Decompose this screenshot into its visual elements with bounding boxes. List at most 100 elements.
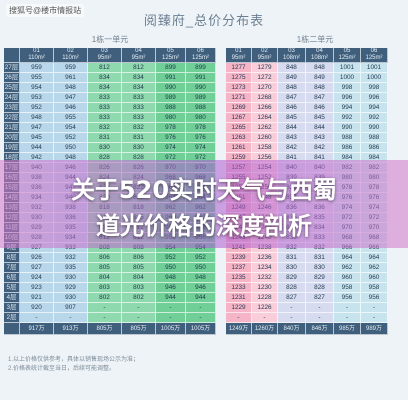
table-row: 1237 1234 830 830 962 962 [226,263,404,273]
price-cell: - [334,303,361,313]
price-cell: 944 [186,293,216,303]
price-cell: 847 [278,93,306,103]
column-header: 05 125m² [334,48,361,63]
price-cell: 992 [361,113,388,123]
column-number: 04 [316,48,323,54]
floor-header [4,48,20,63]
price-cell: 1270 [252,83,278,93]
price-cell: 946 [186,283,216,293]
table-row: 19层 944 950 830 830 974 974 [4,143,216,153]
price-cell: 848 [306,63,334,73]
price-cell: 980 [156,113,186,123]
price-cell: 990 [334,123,361,133]
price-cell: 986 [334,143,361,153]
table-row: 1239 1236 831 831 964 964 [226,253,404,263]
price-cell: 907 [54,303,88,313]
column-header: 06 125m² [186,48,216,63]
price-cell: 1228 [252,293,278,303]
table-row: 8层 926 932 806 806 952 952 [4,253,216,263]
price-cell: 990 [361,123,388,133]
column-number: 02 [261,48,268,54]
price-cell: 992 [334,113,361,123]
floor-label: 7层 [4,263,20,273]
column-area: 95m² [131,55,146,61]
floor-label: 26层 [4,73,20,83]
price-cell: - [186,313,216,323]
total-price-cell: 989万 [361,323,388,335]
price-cell: 829 [278,273,306,283]
price-cell: 1273 [226,83,252,93]
column-area: 110m² [62,55,79,61]
price-cell: 964 [361,253,388,263]
price-cell: 952 [186,253,216,263]
price-cell: 962 [334,263,361,273]
price-cell: 945 [20,133,54,143]
price-cell: - [88,313,122,323]
table-row: 1265 1262 844 844 990 990 [226,123,404,133]
price-cell: 812 [122,63,156,73]
price-cell: 991 [186,73,216,83]
price-cell: 1000 [334,73,361,83]
price-cell: 834 [122,83,156,93]
price-cell: 1269 [226,103,252,113]
price-cell: 842 [278,143,306,153]
price-cell: 827 [278,293,306,303]
price-cell: 952 [156,253,186,263]
table-row: 3层 920 907- - - - [4,303,216,313]
price-cell: - [156,313,186,323]
price-cell: 805 [88,263,122,273]
total-price-cell: 917万 [20,323,54,335]
price-cell: 929 [54,283,88,293]
price-cell: 1258 [252,143,278,153]
price-cell: 832 [122,123,156,133]
table-row: 24层 953 947 833 833 989 989 [4,93,216,103]
price-cell: 926 [20,253,54,263]
column-header: 05 125m² [156,48,186,63]
column-number: 01 [33,48,40,54]
table-row: 4层 921 930 802 802 944 944 [4,293,216,303]
price-cell: 956 [361,293,388,303]
price-cell: 947 [20,123,54,133]
table-row: ------ [226,313,404,323]
price-cell: - [156,303,186,313]
table-row: 1229 1226- - - - [226,303,404,313]
price-cell: 830 [278,263,306,273]
price-cell: 842 [306,143,334,153]
column-header: 04 108m² [306,48,334,63]
price-cell: 1279 [252,63,278,73]
column-header: 03 108m² [278,48,306,63]
price-cell: - [278,313,306,323]
floor-label: 6层 [4,273,20,283]
price-cell: 948 [156,273,186,283]
price-cell: 848 [278,63,306,73]
floor-label: 4层 [4,293,20,303]
price-cell: 802 [88,293,122,303]
price-cell: 844 [306,123,334,133]
price-cell: 948 [54,83,88,93]
column-header: 04 95m² [122,48,156,63]
price-cell: 986 [361,143,388,153]
price-cell: 989 [156,93,186,103]
table-row: 21层 947 954 832 832 978 978 [4,123,216,133]
price-cell: 1277 [226,63,252,73]
price-cell: - [278,303,306,313]
column-number: 03 [288,48,295,54]
price-cell: 843 [278,133,306,143]
price-cell: 994 [334,103,361,113]
price-cell: 845 [278,113,306,123]
price-cell: 1231 [226,293,252,303]
price-cell: 830 [122,143,156,153]
price-cell: 899 [186,63,216,73]
price-cell: 952 [54,133,88,143]
floor-label: 2层 [4,313,20,323]
total-price-cell: 985万 [334,323,361,335]
price-cell: 830 [88,143,122,153]
price-cell: 833 [122,93,156,103]
table-row: 1235 1232 829 829 960 960 [226,273,404,283]
price-cell: 980 [186,113,216,123]
price-cell: 924 [20,273,54,283]
floor-label: 23层 [4,103,20,113]
price-cell: 1266 [252,103,278,113]
price-cell: 988 [156,103,186,113]
column-header: 06 125m² [361,48,388,63]
